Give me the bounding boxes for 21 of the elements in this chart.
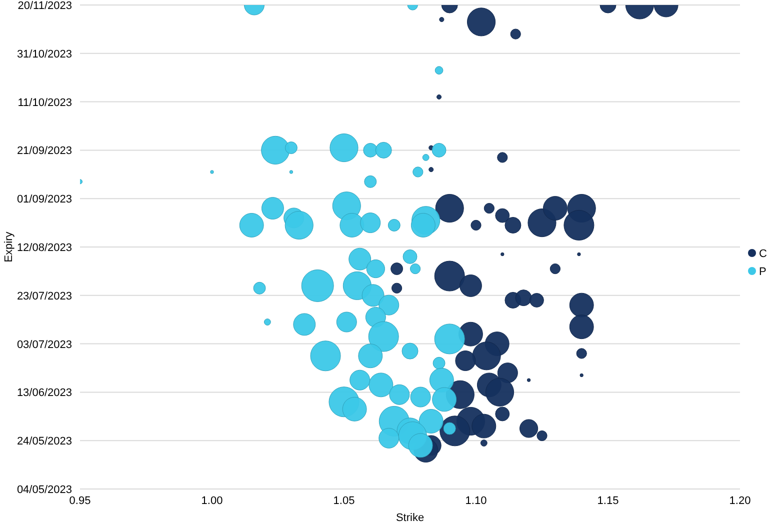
x-tick-label: 1.10 <box>465 495 487 507</box>
y-tick-label: 13/06/2023 <box>16 387 72 400</box>
y-tick-label: 11/10/2023 <box>18 96 72 109</box>
y-tick-label: 20/11/2023 <box>18 0 72 12</box>
y-tick-label: 03/07/2023 <box>16 338 72 351</box>
y-axis-title: Expiry <box>3 231 15 262</box>
y-tick-label: 24/05/2023 <box>16 436 72 448</box>
x-axis-title: Strike <box>396 512 424 524</box>
x-tick-label: 1.15 <box>597 495 619 507</box>
legend-label: P <box>759 266 766 278</box>
y-tick-label: 04/05/2023 <box>16 484 72 496</box>
y-tick-label: 23/07/2023 <box>16 290 72 302</box>
legend-label: C <box>759 248 767 260</box>
y-tick-label: 12/08/2023 <box>16 242 72 254</box>
x-tick-label: 1.05 <box>333 495 355 507</box>
x-tick-label: 1.20 <box>729 495 751 507</box>
y-tick-label: 21/09/2023 <box>16 145 72 158</box>
y-tick-label: 31/10/2023 <box>16 48 72 60</box>
x-tick-label: 0.95 <box>69 495 91 507</box>
x-tick-label: 1.00 <box>201 495 223 507</box>
y-tick-label: 01/09/2023 <box>16 194 72 206</box>
